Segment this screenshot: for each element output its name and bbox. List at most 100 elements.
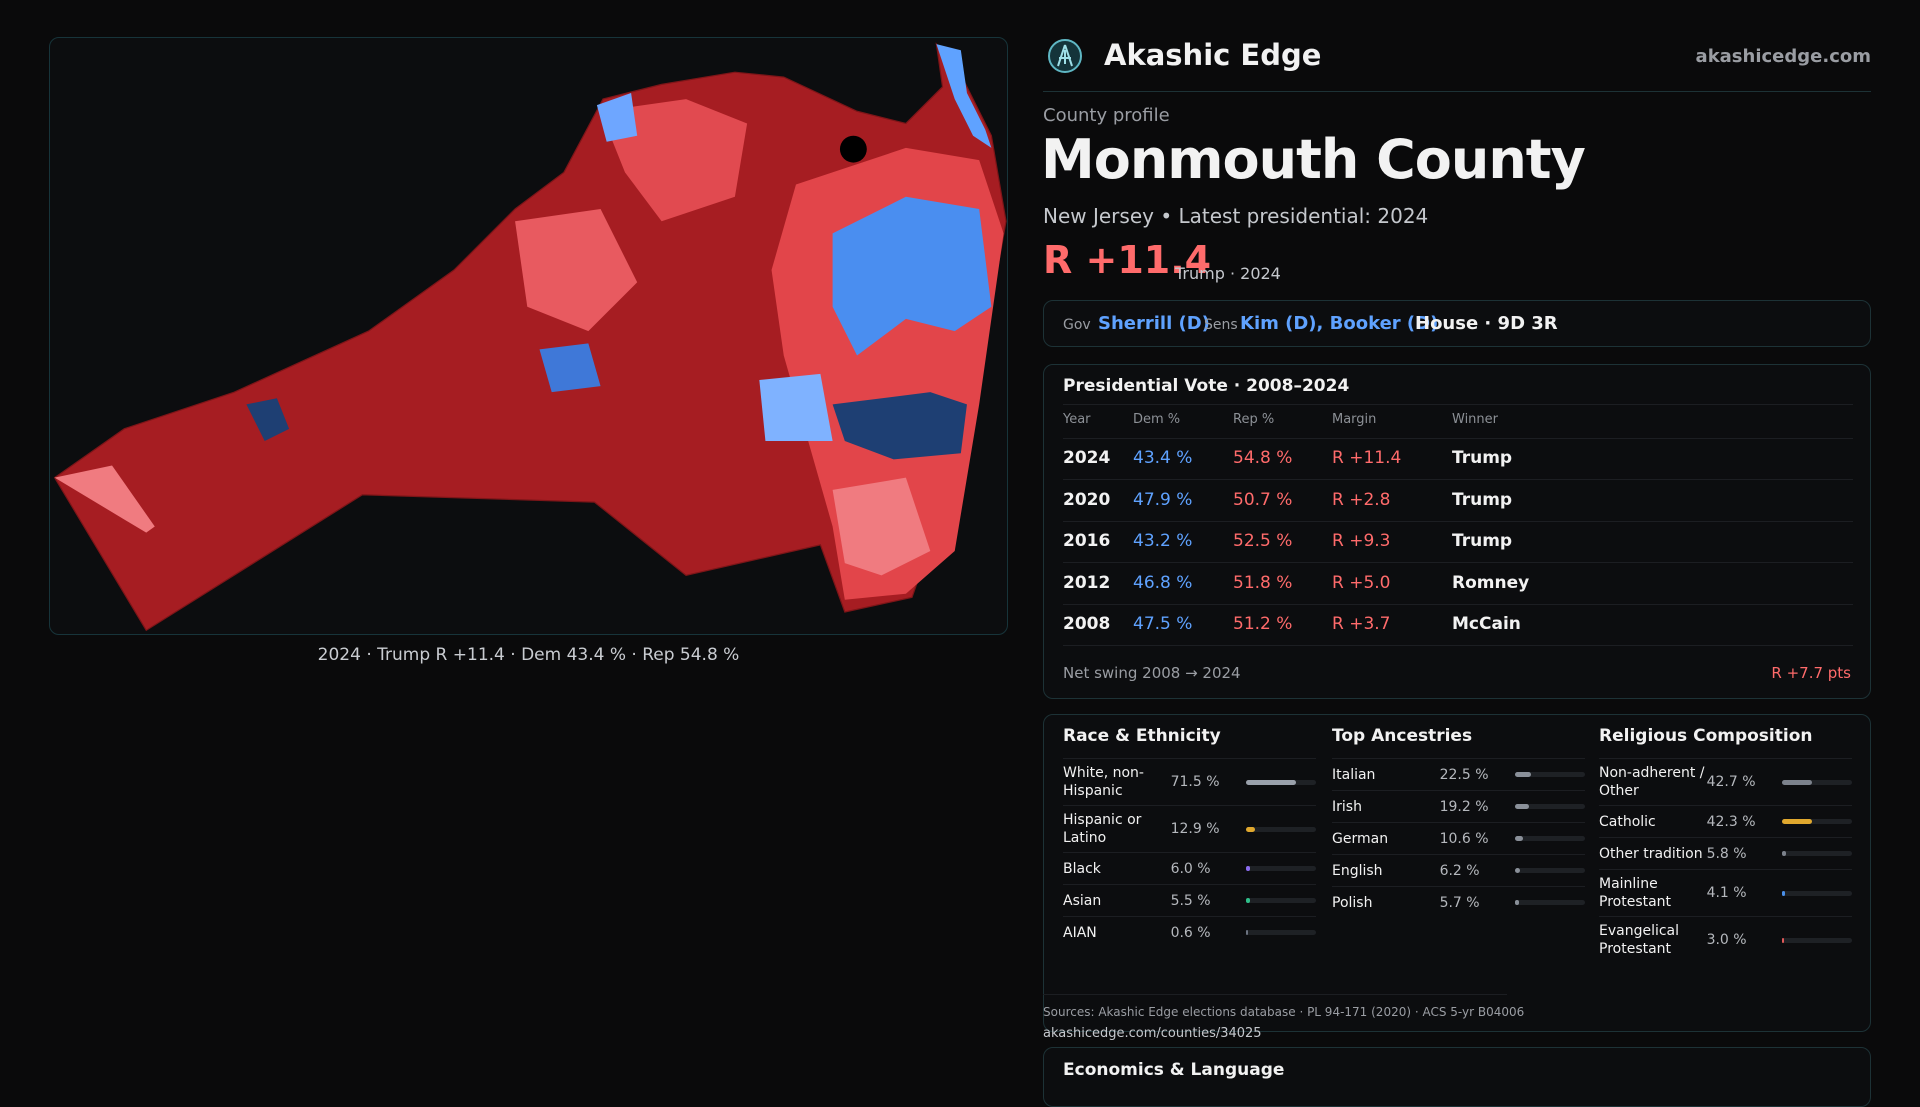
- bar: [1782, 937, 1785, 943]
- vote-title: Presidential Vote · 2008–2024: [1063, 376, 1350, 396]
- vote-panel: [1043, 364, 1871, 699]
- item-value: 6.0 %: [1170, 860, 1211, 877]
- vote-cell: R +2.8: [1332, 489, 1391, 510]
- vote-cell: 50.7 %: [1233, 489, 1293, 510]
- item-row: Polish 5.7 %: [1332, 886, 1585, 918]
- gov: Sherrill (D): [1098, 313, 1210, 334]
- item-label: Catholic: [1599, 813, 1656, 830]
- demographics-panel: [1043, 714, 1871, 1032]
- vote-cell: 54.8 %: [1233, 448, 1293, 468]
- county-shape: [53, 42, 1007, 632]
- item-value: 4.1 %: [1706, 885, 1747, 901]
- vote-cell: 2008: [1063, 614, 1111, 634]
- bar: [1515, 772, 1531, 777]
- vote-cell: 2016: [1063, 531, 1111, 551]
- item-label: Irish: [1332, 798, 1362, 815]
- item-row: Hispanic or Latino 12.9 %: [1063, 805, 1316, 852]
- bar-track: [1246, 866, 1316, 871]
- economics-title: Economics & Language: [1063, 1060, 1285, 1080]
- county-name: Monmouth County: [1041, 128, 1586, 191]
- group-title: Race & Ethnicity: [1063, 726, 1221, 746]
- bar: [1246, 866, 1251, 871]
- gov-label: Gov: [1063, 317, 1091, 333]
- vote-cell: 43.2 %: [1133, 531, 1193, 551]
- precincts-pink: [832, 477, 931, 576]
- item-label: Polish: [1332, 894, 1373, 911]
- column-header: Dem %: [1133, 412, 1181, 427]
- item-row: Catholic 42.3 %: [1599, 805, 1852, 837]
- precinct-blue-mid: [539, 343, 601, 393]
- vote-cell: 2024: [1063, 448, 1111, 468]
- item-list: White, non-Hispanic 71.5 % Hispanic or Lat…: [1063, 758, 1316, 948]
- vote-cell: 52.5 %: [1233, 531, 1293, 551]
- map-frame: [49, 37, 1008, 635]
- bar-track: [1515, 868, 1585, 873]
- precincts-blue: [832, 196, 992, 356]
- bar: [1246, 779, 1297, 785]
- bar: [1515, 804, 1529, 809]
- vote-cell: 51.8 %: [1233, 572, 1293, 593]
- item-value: 5.7 %: [1439, 894, 1480, 911]
- bar: [1515, 836, 1523, 841]
- item-row: AIAN 0.6 %: [1063, 916, 1316, 948]
- item-value: 42.7 %: [1706, 774, 1756, 790]
- precinct-pink-west: [54, 465, 155, 533]
- row-separator: [1063, 438, 1853, 439]
- group-title: Religious Composition: [1599, 726, 1813, 746]
- bar-track: [1782, 779, 1852, 785]
- bar-track: [1246, 930, 1316, 935]
- brand: Akashic Edge: [1104, 38, 1322, 72]
- item-value: 0.6 %: [1170, 924, 1211, 941]
- house: House · 9D 3R: [1415, 313, 1558, 334]
- vote-cell: R +9.3: [1332, 531, 1391, 551]
- column-header: Winner: [1452, 412, 1499, 427]
- item-value: 22.5 %: [1439, 766, 1489, 783]
- bar-track: [1782, 851, 1852, 856]
- item-value: 71.5 %: [1170, 774, 1220, 790]
- vote-cell: R +3.7: [1332, 614, 1391, 634]
- item-label: German: [1332, 830, 1389, 847]
- precincts-north: [600, 99, 748, 222]
- row-separator: [1063, 603, 1853, 605]
- bar: [1246, 898, 1251, 903]
- item-row: German 10.6 %: [1332, 822, 1585, 854]
- bar: [1782, 851, 1787, 856]
- item-label: Black: [1063, 860, 1101, 877]
- row-separator: [1063, 404, 1853, 405]
- divider: [1043, 91, 1871, 92]
- site-link[interactable]: akashicedge.com: [1695, 46, 1871, 67]
- column-header: Rep %: [1233, 412, 1275, 427]
- row-separator: [1063, 562, 1853, 563]
- bar-track: [1782, 819, 1852, 824]
- bar-track: [1515, 900, 1585, 905]
- item-row: White, non-Hispanic 71.5 %: [1063, 758, 1316, 805]
- item-value: 12.9 %: [1170, 821, 1220, 837]
- precincts-darkblue: [832, 392, 967, 460]
- group-title: Top Ancestries: [1332, 726, 1473, 746]
- vote-cell: 46.8 %: [1133, 572, 1193, 593]
- item-label: Hispanic or Latino: [1063, 812, 1142, 846]
- bar-track: [1246, 779, 1316, 785]
- vote-cell: 43.4 %: [1133, 448, 1193, 468]
- item-row: Asian 5.5 %: [1063, 884, 1316, 916]
- sources-rule: [1043, 994, 1507, 995]
- bar: [1515, 900, 1520, 905]
- precincts-lightblue: [759, 373, 833, 442]
- item-row: Evangelical Protestant 3.0 %: [1599, 916, 1852, 963]
- bar-track: [1515, 836, 1585, 841]
- item-label: Mainline Protestant: [1599, 876, 1672, 910]
- sens-label: Sens: [1204, 317, 1238, 333]
- item-list: Italian 22.5 % Irish 19.2 % German 10.6 % Engl…: [1332, 758, 1585, 918]
- vote-cell: Trump: [1452, 448, 1513, 468]
- bay: [936, 44, 992, 148]
- precinct-blue-nw: [596, 92, 638, 142]
- vote-cell: Romney: [1452, 572, 1530, 593]
- item-value: 3.0 %: [1706, 932, 1747, 948]
- county-url[interactable]: akashicedge.com/counties/34025: [1043, 1026, 1262, 1041]
- item-list: Non-adherent / Other 42.7 % Catholic 42.3 %…: [1599, 758, 1852, 963]
- column-header: Margin: [1332, 412, 1377, 427]
- officials: Gov Sherrill (D) Sens Kim (D), Booker (D…: [1043, 300, 1871, 347]
- economics-panel: Economics & Language: [1043, 1047, 1871, 1107]
- item-label: Asian: [1063, 892, 1102, 909]
- margin-note: Trump · 2024: [1175, 264, 1281, 283]
